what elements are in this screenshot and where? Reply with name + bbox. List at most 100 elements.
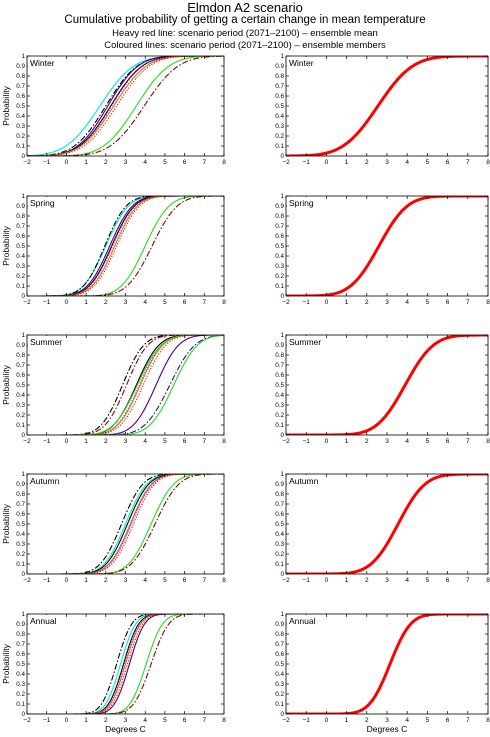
x-tick-label: 0: [325, 577, 329, 584]
member-cdf-line-6: [27, 614, 224, 714]
x-tick-label: 2: [104, 299, 108, 306]
y-tick-label: 0.5: [275, 661, 284, 668]
member-cdf-line-5: [27, 56, 224, 156]
season-label-bg: [28, 57, 63, 69]
x-tick-label: 1: [84, 299, 88, 306]
x-tick-label: 5: [426, 159, 430, 166]
y-tick-label: 0.2: [16, 691, 25, 698]
y-tick-label: 0.3: [275, 263, 284, 270]
member-cdf-line-1: [27, 614, 224, 714]
y-tick-label: 0.5: [16, 661, 25, 668]
y-tick-label: 0: [21, 293, 25, 300]
y-tick-label: 0: [21, 571, 25, 578]
x-tick-label: 1: [84, 577, 88, 584]
ensemble-mean-cdf-line: [286, 474, 488, 574]
x-tick-label: 1: [345, 299, 349, 306]
x-tick-label: 0: [325, 299, 329, 306]
season-label: Spring: [30, 198, 55, 208]
y-tick-label: 0.4: [16, 253, 25, 260]
member-cdf-line-8: [27, 335, 224, 435]
y-axis-label: Probability: [1, 225, 11, 265]
x-tick-label: 6: [183, 159, 187, 166]
y-tick-label: 0.1: [16, 143, 25, 150]
season-label: Annual: [289, 616, 316, 626]
plot-frame: [285, 613, 489, 715]
x-tick-label: 3: [385, 717, 389, 724]
y-tick-label: 0: [21, 432, 25, 439]
x-tick-label: 2: [104, 577, 108, 584]
y-tick-label: 0.6: [16, 233, 25, 240]
member-cdf-line-10: [27, 335, 224, 435]
x-tick-label: 1: [345, 159, 349, 166]
x-tick-label: 6: [446, 159, 450, 166]
panel-annual-mean: −2 −1 0 1 2 3 4 5 6 7 8 0 0.1 0.2 0.3 0.4 0.5 0.6 0.7 0.8 0.…: [275, 611, 490, 734]
season-label-bg: [287, 475, 322, 487]
x-tick-label: 8: [486, 717, 490, 724]
y-tick-label: 0.8: [275, 491, 284, 498]
y-tick-label: 0.2: [16, 273, 25, 280]
member-cdf-line-2: [27, 335, 224, 435]
y-tick-label: 0.1: [16, 283, 25, 290]
y-tick-label: 0.7: [16, 83, 25, 90]
y-tick-label: 0.1: [16, 701, 25, 708]
x-tick-label: 4: [405, 159, 409, 166]
x-tick-label: 5: [163, 577, 167, 584]
y-tick-label: 0.7: [275, 641, 284, 648]
panel-curves: [27, 56, 224, 156]
y-tick-label: 0.6: [16, 93, 25, 100]
y-tick-label: 0.4: [16, 531, 25, 538]
panel-curves: [27, 335, 224, 435]
x-tick-label: 4: [405, 577, 409, 584]
x-tick-label: 3: [385, 438, 389, 445]
x-tick-label: 5: [426, 717, 430, 724]
x-tick-label: −2: [23, 299, 31, 306]
x-tick-label: 3: [124, 577, 128, 584]
figure-subtitle: Cumulative probability of getting a cert…: [64, 14, 426, 26]
y-tick-label: 0.5: [275, 243, 284, 250]
y-tick-label: 0.8: [275, 631, 284, 638]
x-tick-label: 7: [466, 717, 470, 724]
y-tick-label: 0: [280, 571, 284, 578]
y-tick-label: 0.9: [275, 342, 284, 349]
panel-curves: [27, 196, 224, 296]
x-tick-label: 2: [365, 159, 369, 166]
y-tick-label: 0.5: [275, 382, 284, 389]
x-tick-label: 6: [446, 717, 450, 724]
x-tick-label: 8: [222, 438, 226, 445]
x-tick-label: 7: [466, 577, 470, 584]
y-tick-label: 0.8: [275, 213, 284, 220]
panel-curves: [286, 196, 488, 296]
x-tick-label: −1: [302, 299, 310, 306]
y-tick-label: 0.1: [16, 422, 25, 429]
x-tick-label: 6: [183, 577, 187, 584]
x-tick-label: 6: [446, 299, 450, 306]
y-tick-label: 0.5: [16, 243, 25, 250]
x-tick-label: 1: [345, 438, 349, 445]
y-tick-label: 1: [280, 53, 284, 60]
season-label: Spring: [289, 198, 314, 208]
season-label-bg: [287, 57, 322, 69]
y-tick-label: 0.8: [275, 73, 284, 80]
member-cdf-line-5: [27, 614, 224, 714]
y-tick-label: 0: [280, 711, 284, 718]
member-cdf-line-8: [27, 56, 224, 156]
y-tick-label: 0.7: [16, 223, 25, 230]
y-tick-label: 1: [21, 332, 25, 339]
y-tick-label: 0.2: [16, 551, 25, 558]
season-label-bg: [28, 615, 63, 627]
y-tick-label: 0.1: [16, 561, 25, 568]
season-label: Summer: [30, 337, 62, 347]
y-tick-label: 0.1: [275, 422, 284, 429]
x-tick-label: 1: [84, 717, 88, 724]
panel-curves: [27, 474, 224, 574]
panel-curves: [286, 335, 488, 435]
y-tick-label: 0.3: [16, 402, 25, 409]
member-cdf-line-4: [27, 335, 224, 435]
x-tick-label: −1: [302, 438, 310, 445]
member-cdf-line-2: [27, 56, 224, 156]
x-tick-label: −2: [23, 577, 31, 584]
plot-frame: [285, 55, 489, 157]
y-tick-label: 0.9: [275, 203, 284, 210]
y-tick-label: 0.6: [275, 233, 284, 240]
